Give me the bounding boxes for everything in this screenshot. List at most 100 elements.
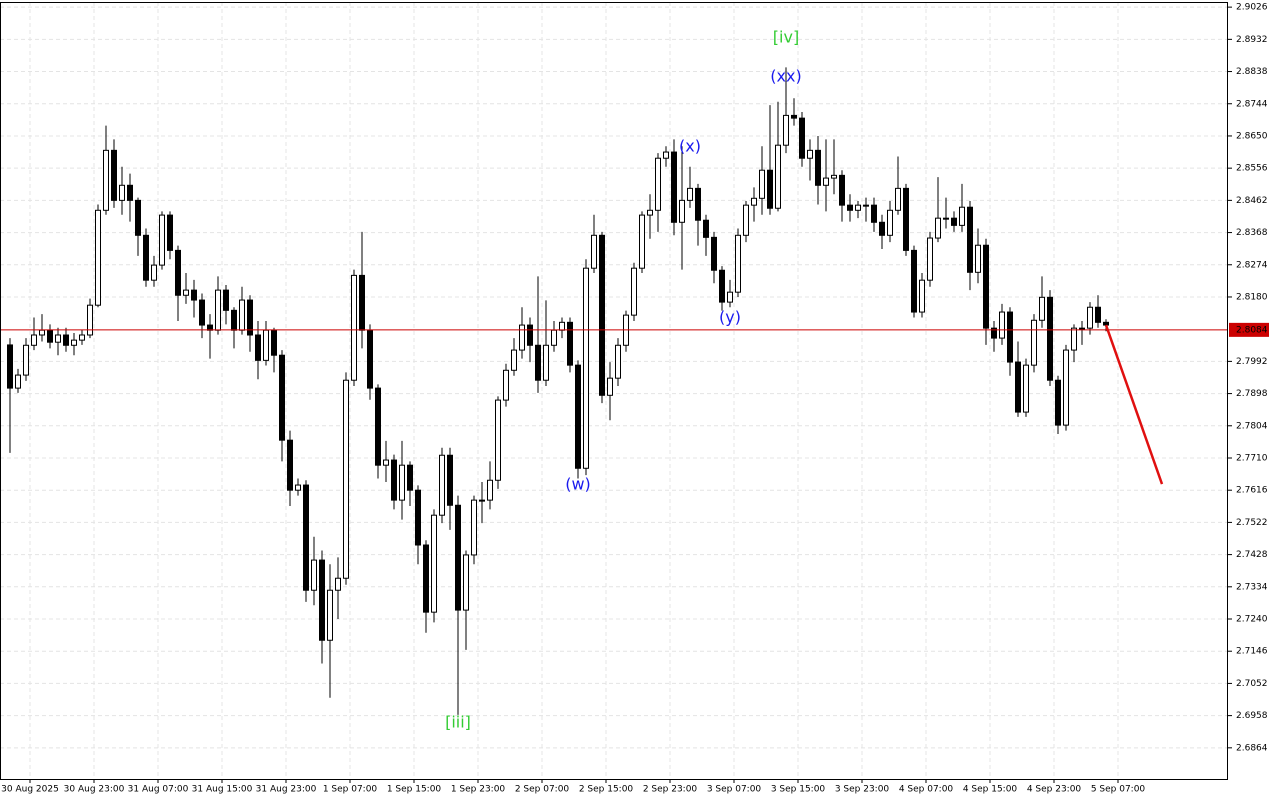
candle-body bbox=[215, 289, 221, 331]
x-tick-label: 4 Sep 15:00 bbox=[963, 785, 1018, 795]
candle-body bbox=[871, 204, 877, 223]
candle-body bbox=[983, 244, 989, 329]
candle-body bbox=[39, 329, 45, 336]
y-tick-label: 2.7522 bbox=[1236, 518, 1268, 528]
candle-body bbox=[263, 329, 269, 361]
x-tick-label: 3 Sep 23:00 bbox=[835, 785, 890, 795]
candle-body bbox=[119, 184, 125, 201]
candle-body bbox=[935, 217, 941, 239]
candle-body bbox=[743, 204, 749, 236]
candle-body bbox=[879, 221, 885, 236]
candle-body bbox=[471, 499, 477, 556]
x-tick-label: 31 Aug 23:00 bbox=[256, 785, 317, 795]
candle-body bbox=[143, 234, 149, 281]
candle-body bbox=[855, 204, 861, 211]
candle-body bbox=[55, 334, 61, 343]
candle-body bbox=[151, 264, 157, 281]
candle-body bbox=[911, 249, 917, 313]
candle-body bbox=[1087, 306, 1093, 329]
candle-body bbox=[903, 187, 909, 251]
candle-body bbox=[647, 209, 653, 216]
x-tick-label: 4 Sep 23:00 bbox=[1027, 785, 1082, 795]
candle-body bbox=[711, 236, 717, 271]
candle-body bbox=[247, 299, 253, 336]
candle-body bbox=[399, 464, 405, 501]
candle-body bbox=[223, 289, 229, 311]
current-price-box bbox=[1229, 322, 1269, 337]
candle-body bbox=[887, 209, 893, 236]
candle-body bbox=[751, 197, 757, 206]
x-tick-label: 3 Sep 15:00 bbox=[771, 785, 826, 795]
candle-body bbox=[127, 184, 133, 201]
candle-body bbox=[319, 559, 325, 641]
candle-body bbox=[79, 334, 85, 341]
y-tick-label: 2.8650 bbox=[1236, 131, 1268, 141]
y-tick-label: 2.8180 bbox=[1236, 292, 1268, 302]
candle-body bbox=[15, 374, 21, 389]
candle-body bbox=[87, 304, 93, 336]
candle-body bbox=[463, 554, 469, 611]
candle-body bbox=[439, 454, 445, 516]
candle-body bbox=[895, 187, 901, 211]
candle-body bbox=[959, 206, 965, 226]
candle-body bbox=[1031, 319, 1037, 366]
candle-body bbox=[63, 334, 69, 346]
wave-label: (y) bbox=[719, 308, 741, 327]
y-tick-label: 2.8838 bbox=[1236, 67, 1268, 77]
candle-body bbox=[351, 274, 357, 381]
x-tick-label: 2 Sep 15:00 bbox=[579, 785, 634, 795]
plot-background bbox=[0, 2, 1228, 779]
candle-body bbox=[199, 299, 205, 326]
candle-body bbox=[519, 324, 525, 351]
candle-body bbox=[1023, 364, 1029, 413]
plot-frame bbox=[0, 2, 1228, 780]
candle-body bbox=[255, 334, 261, 361]
candle-body bbox=[927, 237, 933, 281]
candle-body bbox=[727, 291, 733, 303]
candle-body bbox=[671, 151, 677, 223]
candle-body bbox=[783, 114, 789, 146]
candle-body bbox=[1063, 349, 1069, 426]
candle-body bbox=[863, 204, 869, 207]
y-tick-label: 2.8462 bbox=[1236, 196, 1268, 206]
candle-body bbox=[159, 214, 165, 266]
y-tick-label: 2.7992 bbox=[1236, 357, 1268, 367]
candle-body bbox=[423, 544, 429, 613]
candle-body bbox=[335, 577, 341, 591]
candle-body bbox=[415, 489, 421, 546]
y-tick-label: 2.8932 bbox=[1236, 35, 1268, 45]
wave-label: [iii] bbox=[445, 713, 471, 732]
candle-body bbox=[999, 311, 1005, 339]
candle-body bbox=[551, 329, 557, 346]
x-tick-label: 4 Sep 07:00 bbox=[899, 785, 954, 795]
candle-body bbox=[823, 177, 829, 186]
candle-body bbox=[591, 234, 597, 269]
candle-body bbox=[31, 334, 37, 346]
candle-body bbox=[327, 589, 333, 641]
x-tick-label: 3 Sep 07:00 bbox=[707, 785, 762, 795]
candle-body bbox=[991, 327, 997, 339]
candle-body bbox=[1047, 296, 1053, 381]
candle-body bbox=[95, 209, 101, 306]
x-tick-label: 30 Aug 23:00 bbox=[64, 785, 125, 795]
current-price-label: 2.8084 bbox=[1236, 325, 1268, 335]
candle-body bbox=[1015, 361, 1021, 413]
candle-body bbox=[543, 344, 549, 381]
x-tick-label: 2 Sep 07:00 bbox=[515, 785, 570, 795]
y-tick-label: 2.6958 bbox=[1236, 711, 1268, 721]
candle-body bbox=[759, 169, 765, 199]
candle-body bbox=[455, 504, 461, 611]
candle-body bbox=[559, 321, 565, 331]
candle-body bbox=[23, 344, 29, 376]
y-tick-label: 2.7052 bbox=[1236, 679, 1268, 689]
candle-body bbox=[1039, 296, 1045, 321]
candle-body bbox=[1071, 327, 1077, 351]
candle-body bbox=[359, 274, 365, 331]
candle-body bbox=[503, 369, 509, 401]
y-tick-label: 2.8744 bbox=[1236, 99, 1268, 109]
x-tick-label: 30 Aug 2025 bbox=[1, 785, 59, 795]
candle-body bbox=[535, 344, 541, 381]
candle-body bbox=[663, 151, 669, 159]
candle-body bbox=[1079, 327, 1085, 330]
